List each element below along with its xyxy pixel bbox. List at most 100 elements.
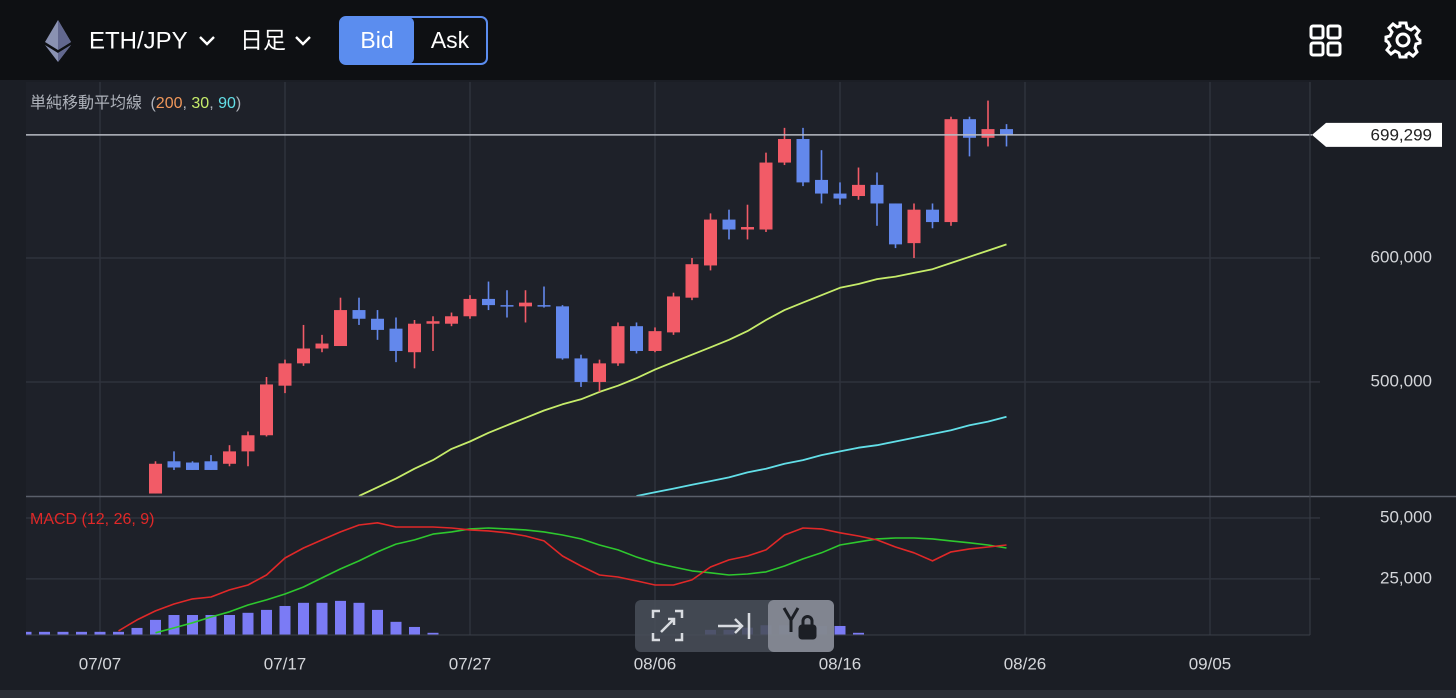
- fullscreen-button[interactable]: [651, 609, 684, 642]
- ma-legend-punct: ): [236, 95, 241, 112]
- macd-title: MACD (12, 26, 9): [30, 511, 154, 528]
- layout-button[interactable]: [1309, 24, 1342, 57]
- histogram-bar: [353, 602, 365, 635]
- histogram-bar: [113, 631, 124, 635]
- candle-body: [944, 119, 958, 223]
- header-bar: [0, 0, 1456, 80]
- chart-toolbar: [635, 600, 834, 652]
- candle-body: [981, 129, 995, 138]
- histogram-bar: [372, 609, 383, 635]
- candle-body: [223, 451, 236, 464]
- candle-body: [334, 310, 347, 347]
- timeframe-label[interactable]: 日足: [240, 27, 286, 53]
- timeframe-selector[interactable]: 日足: [240, 27, 311, 53]
- candle-body: [389, 328, 403, 351]
- x-tick-label: 08/16: [819, 654, 862, 673]
- histogram-bar: [94, 631, 106, 635]
- histogram-bar: [131, 627, 143, 635]
- candle-body: [741, 227, 754, 230]
- ma-period: 90: [218, 95, 236, 112]
- candle-body: [704, 219, 717, 266]
- current-price-label: 699,299: [1371, 125, 1432, 144]
- candle-body: [1000, 129, 1013, 135]
- candle-body: [167, 461, 181, 468]
- histogram-bar: [335, 600, 346, 635]
- histogram-bar: [834, 625, 846, 635]
- histogram-bar: [76, 631, 87, 635]
- histogram-bar: [26, 631, 32, 635]
- candle-body: [722, 219, 736, 230]
- scroll-end-button[interactable]: [718, 613, 751, 639]
- candle-body: [685, 264, 699, 298]
- y-tick-label: 600,000: [1371, 247, 1432, 266]
- ma-legend-title: 単純移動平均線: [30, 94, 142, 112]
- bid-label[interactable]: Bid: [360, 27, 393, 53]
- candle-body: [500, 305, 514, 307]
- ma-period: 30: [191, 95, 209, 112]
- candle-body: [315, 343, 329, 349]
- pair-selector[interactable]: ETH/JPY: [89, 27, 215, 54]
- histogram-bar: [853, 632, 864, 635]
- histogram-bar: [57, 631, 69, 635]
- moving-average-line: [636, 415, 1007, 496]
- histogram-bar: [261, 609, 272, 635]
- candle-body: [371, 318, 384, 330]
- histogram-bar: [316, 602, 328, 635]
- candle-body: [241, 435, 255, 452]
- ma-legend-punct: ,: [183, 95, 192, 112]
- x-tick-label: 07/07: [79, 654, 122, 673]
- histogram-bar: [150, 619, 161, 635]
- candle-body: [574, 358, 588, 382]
- ma-period: 200: [156, 95, 183, 112]
- pair-label[interactable]: ETH/JPY: [89, 27, 188, 54]
- y-tick-label: 25,000: [1380, 568, 1432, 587]
- candle-body: [648, 331, 662, 351]
- candle-body: [278, 363, 292, 386]
- candle-body: [630, 326, 643, 351]
- candle-body: [759, 162, 773, 230]
- candle-body: [796, 139, 810, 183]
- x-tick-label: 07/27: [449, 654, 492, 673]
- histogram-bar: [242, 612, 254, 635]
- histogram-bar: [279, 605, 291, 635]
- x-tick-label: 09/05: [1189, 654, 1232, 673]
- ask-label[interactable]: Ask: [431, 27, 470, 53]
- candle-body: [297, 348, 310, 364]
- settings-button[interactable]: [1384, 21, 1422, 59]
- candle-body: [537, 305, 551, 307]
- histogram-bar: [168, 615, 180, 635]
- candle-body: [611, 326, 625, 364]
- bottom-strip: [0, 690, 1456, 698]
- chevron: [199, 36, 215, 46]
- histogram-bar: [427, 632, 439, 635]
- candle-body: [907, 209, 921, 244]
- candle-body: [186, 462, 199, 470]
- current-price-tag: [1312, 122, 1442, 147]
- x-tick-label: 07/17: [264, 654, 307, 673]
- candle-body: [260, 384, 273, 436]
- ma-legend: 単純移動平均線 (200, 30, 90): [30, 94, 241, 112]
- candle-body: [556, 306, 569, 359]
- signal-line: [155, 527, 1007, 634]
- histogram-bar: [187, 615, 198, 635]
- y-lock-button[interactable]: [782, 607, 817, 640]
- histogram-bar: [39, 631, 50, 635]
- histogram-bar: [390, 621, 402, 635]
- candle-body: [204, 461, 218, 470]
- candle-body: [352, 310, 366, 319]
- histogram-bar: [409, 626, 420, 635]
- histogram-bar: [205, 615, 217, 635]
- candle-body: [482, 298, 495, 306]
- ma-legend-punct: (: [150, 95, 156, 112]
- moving-average-line: [358, 243, 1007, 496]
- x-tick-label: 08/26: [1004, 654, 1047, 673]
- candle-body: [463, 298, 477, 317]
- macd-line: [118, 522, 1007, 632]
- candle-body: [408, 323, 421, 353]
- bid-button[interactable]: [340, 17, 414, 64]
- candle-body: [815, 179, 828, 194]
- candle-body: [870, 184, 884, 204]
- candle-body: [149, 463, 162, 494]
- histogram-bar: [298, 602, 309, 635]
